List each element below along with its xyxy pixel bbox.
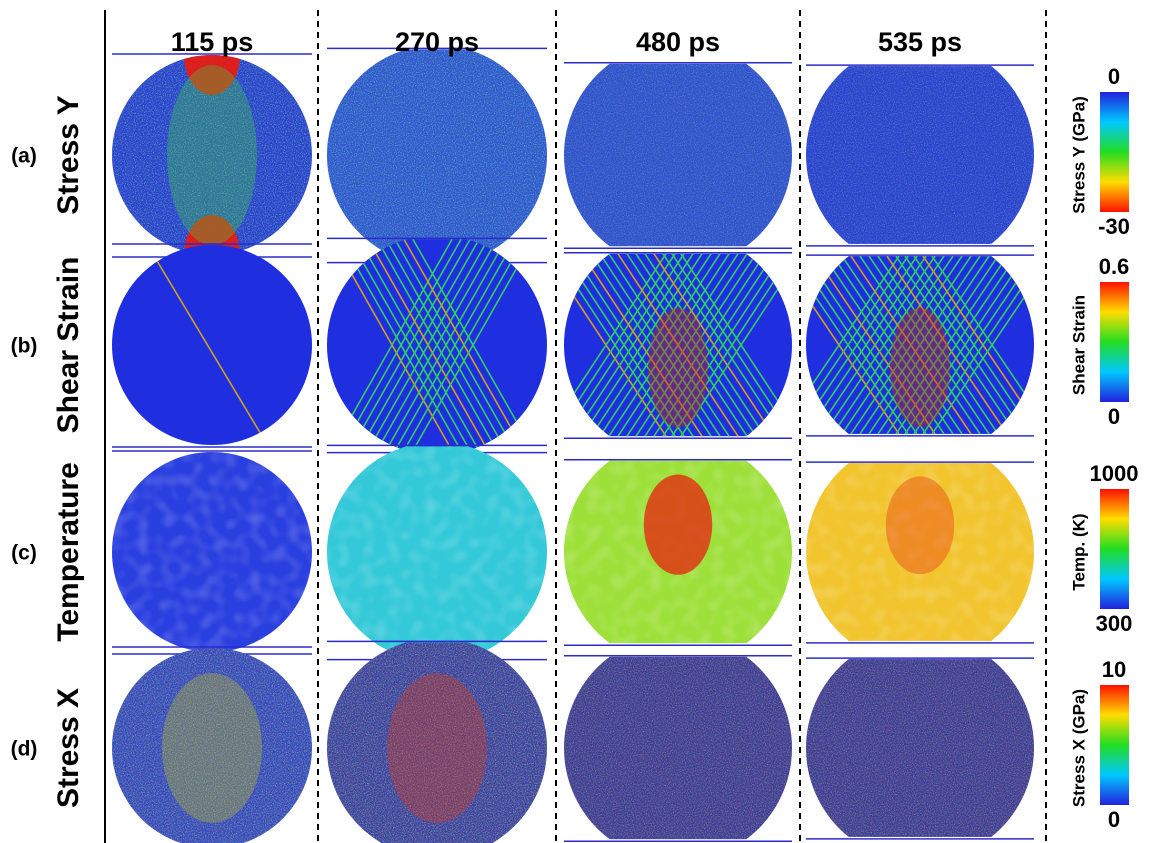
row-tag: (c) (11, 542, 37, 565)
sample (779, 256, 1052, 434)
sample (327, 642, 547, 843)
column-header: 115 ps (171, 27, 254, 57)
colorbar (1100, 282, 1129, 402)
colorbar-bottom: 300 (1096, 611, 1133, 636)
texture (806, 659, 1034, 837)
hot-zone (886, 476, 954, 574)
colorbar-top: 0.6 (1099, 254, 1130, 279)
row-label: Shear Strain (52, 257, 85, 434)
row-label: Stress X (52, 688, 85, 808)
texture (806, 66, 1034, 244)
stress-zone (387, 673, 487, 823)
row-tag: (a) (11, 145, 37, 168)
sample (564, 461, 792, 643)
row-tag: (d) (11, 738, 38, 761)
sample (112, 452, 312, 652)
texture (564, 64, 792, 246)
texture (327, 49, 547, 260)
hot-zone (644, 474, 712, 574)
stress-zone (162, 673, 262, 823)
sample (806, 66, 1034, 244)
sample (564, 657, 792, 839)
texture (327, 446, 547, 657)
sample (564, 64, 792, 246)
colorbar-label: Stress Y (GPa) (1069, 96, 1088, 214)
sample-fill (112, 245, 312, 445)
row-label: Temperature (52, 462, 85, 642)
sample (112, 648, 312, 843)
column-header: 535 ps (878, 27, 962, 57)
colorbar-bottom: 0 (1108, 404, 1120, 429)
texture (112, 452, 312, 652)
colorbar-top: 10 (1102, 657, 1126, 682)
colorbar-top: 0 (1108, 64, 1120, 89)
colorbar (1100, 489, 1129, 609)
figure: 115 ps 270 ps 480 ps 535 ps (a) Stress Y 0 -30 S… (0, 0, 1151, 843)
colorbar-label: Shear Strain (1069, 295, 1088, 395)
sample (546, 254, 801, 436)
sample (806, 659, 1034, 837)
colorbar-bottom: -30 (1098, 214, 1130, 239)
row-label: Stress Y (52, 95, 85, 215)
panels (112, 15, 1052, 843)
colorbar-label: Stress X (GPa) (1069, 689, 1088, 807)
colorbar (1100, 685, 1129, 805)
sample (806, 463, 1034, 641)
colorbar (1100, 92, 1129, 212)
colorbar-top: 1000 (1090, 461, 1139, 486)
colorbar-bottom: 0 (1108, 807, 1120, 832)
shear-core (890, 307, 950, 427)
sample (327, 239, 547, 450)
sample (327, 446, 547, 657)
texture (564, 657, 792, 839)
shear-core (648, 308, 708, 428)
stress-zone (167, 65, 257, 245)
row-tag: (b) (11, 335, 38, 358)
sample (327, 49, 547, 260)
column-header: 270 ps (395, 27, 479, 57)
column-header: 480 ps (636, 27, 720, 57)
sample (112, 245, 312, 445)
page: {"columns": ["115 ps", "270 ps", "480 ps… (0, 0, 1151, 843)
colorbar-label: Temp. (K) (1069, 513, 1088, 590)
